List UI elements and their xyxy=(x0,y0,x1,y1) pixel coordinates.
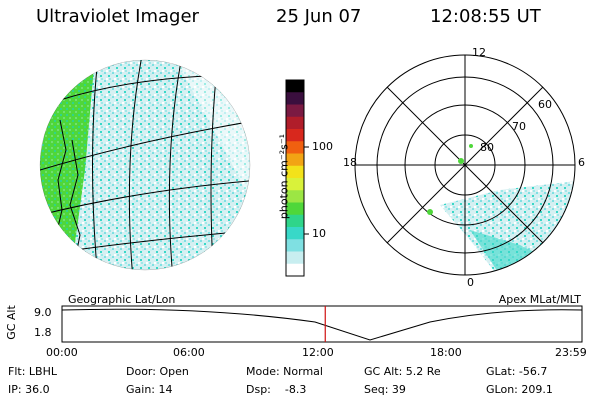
time-label: 12:08:55 UT xyxy=(430,6,541,27)
mlt-label-0: 0 xyxy=(467,276,474,289)
info-dsp: Dsp: -8.3 xyxy=(246,383,307,396)
info-seq: Seq: 39 xyxy=(364,383,406,396)
altitude-ylabel: GC Alt xyxy=(4,305,18,340)
mlat-label-80: 80 xyxy=(480,141,494,154)
colorbar-segment xyxy=(286,227,304,240)
colorbar-segment xyxy=(286,80,304,93)
colorbar-segment xyxy=(286,104,304,118)
date-label: 25 Jun 07 xyxy=(276,6,362,27)
colorbar-segment xyxy=(286,190,304,203)
colorbar-tick-100: 100 xyxy=(312,140,333,153)
polar-image xyxy=(440,180,575,275)
info-ip: IP: 36.0 xyxy=(8,383,50,396)
colorbar-tick-10: 10 xyxy=(312,227,326,240)
info-mode: Mode: Normal xyxy=(246,365,323,378)
mlt-label-12: 12 xyxy=(472,46,486,59)
info-door: Door: Open xyxy=(126,365,189,378)
colorbar-segment xyxy=(286,141,304,154)
mlat-label-60: 60 xyxy=(538,98,552,111)
xtick-1800: 18:00 xyxy=(430,346,462,359)
colorbar-segment xyxy=(286,92,304,105)
colorbar-segment xyxy=(286,129,304,142)
xtick-0000: 00:00 xyxy=(46,346,78,359)
info-filter: Flt: LBHL xyxy=(8,365,57,378)
info-gc-alt: GC Alt: 5.2 Re xyxy=(364,365,441,378)
altitude-ytick-1-8: 1.8 xyxy=(34,326,52,339)
colorbar-segment xyxy=(286,165,304,179)
colorbar xyxy=(286,80,304,277)
mlat-label-70: 70 xyxy=(512,120,526,133)
colorbar-segment xyxy=(286,239,304,252)
geographic-image xyxy=(40,60,250,270)
colorbar-segment xyxy=(286,251,304,265)
colorbar-segment xyxy=(286,153,304,167)
altitude-ytick-9: 9.0 xyxy=(34,306,52,319)
geographic-label: Geographic Lat/Lon xyxy=(68,293,176,306)
colorbar-segment xyxy=(286,214,304,228)
info-gain: Gain: 14 xyxy=(126,383,173,396)
xtick-1200: 12:00 xyxy=(302,346,334,359)
colorbar-segment xyxy=(286,116,304,130)
mlt-label-18: 18 xyxy=(343,156,357,169)
xtick-2359: 23:59 xyxy=(555,346,587,359)
instrument-title: Ultraviolet Imager xyxy=(36,6,199,27)
info-glat: GLat: -56.7 xyxy=(486,365,548,378)
colorbar-segment xyxy=(286,202,304,216)
altitude-strip-frame xyxy=(61,305,583,343)
apex-label: Apex MLat/MLT xyxy=(498,293,581,306)
colorbar-segment xyxy=(286,263,304,277)
colorbar-unit-label: photon cm⁻²s⁻¹ xyxy=(277,133,291,220)
colorbar-segment xyxy=(286,178,304,191)
mlt-label-6: 6 xyxy=(578,156,585,169)
info-glon: GLon: 209.1 xyxy=(486,383,553,396)
xtick-0600: 06:00 xyxy=(173,346,205,359)
